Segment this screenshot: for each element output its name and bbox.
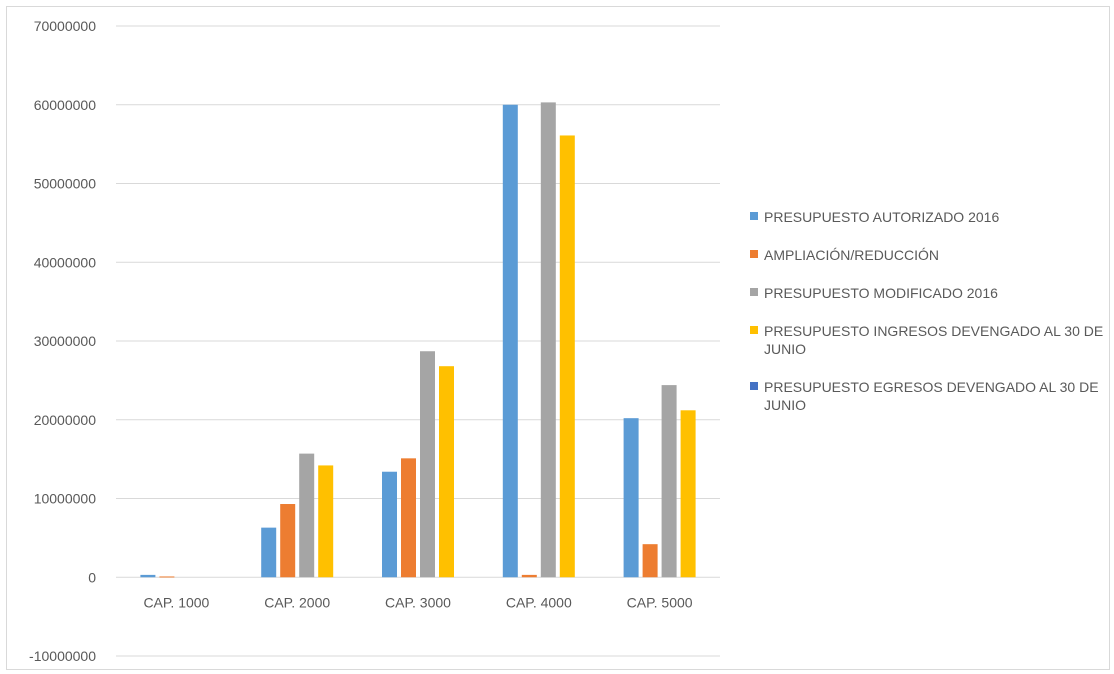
y-tick-label: 70000000 <box>34 18 97 34</box>
legend-item: AMPLIACIÓN/REDUCCIÓN <box>750 246 1110 264</box>
bar <box>642 544 658 578</box>
bar <box>680 410 696 578</box>
bar <box>299 453 315 578</box>
legend-swatch <box>750 326 758 334</box>
y-tick-label: 20000000 <box>34 412 97 428</box>
legend-label: PRESUPUESTO MODIFICADO 2016 <box>764 285 998 301</box>
bar <box>559 135 575 578</box>
bar <box>420 351 435 578</box>
y-tick-label: 40000000 <box>34 254 97 270</box>
bar <box>401 458 416 578</box>
x-tick-label: CAP. 2000 <box>264 594 330 610</box>
legend-swatch <box>750 382 758 390</box>
x-tick-label: CAP. 1000 <box>143 594 209 610</box>
chart-legend: PRESUPUESTO AUTORIZADO 2016 AMPLIACIÓN/RE… <box>750 208 1110 434</box>
legend-item: PRESUPUESTO INGRESOS DEVENGADO AL 30 DE … <box>750 322 1110 358</box>
x-tick-label: CAP. 3000 <box>385 594 451 610</box>
y-tick-label: 50000000 <box>34 176 97 192</box>
y-tick-label: 0 <box>88 569 96 585</box>
bar <box>502 104 518 578</box>
bar <box>540 102 556 578</box>
bar <box>521 574 537 578</box>
legend-swatch <box>750 288 758 296</box>
legend-item: PRESUPUESTO MODIFICADO 2016 <box>750 284 1110 302</box>
bar <box>661 385 677 578</box>
legend-label: PRESUPUESTO AUTORIZADO 2016 <box>764 209 1000 225</box>
legend-label: PRESUPUESTO INGRESOS DEVENGADO AL 30 DE … <box>764 323 1104 357</box>
chart-frame <box>6 6 1110 670</box>
bar <box>382 471 397 578</box>
legend-item: PRESUPUESTO EGRESOS DEVENGADO AL 30 DE J… <box>750 378 1110 414</box>
bar <box>439 366 454 578</box>
legend-item: PRESUPUESTO AUTORIZADO 2016 <box>750 208 1110 226</box>
legend-label: PRESUPUESTO EGRESOS DEVENGADO AL 30 DE J… <box>764 379 1099 413</box>
legend-label: AMPLIACIÓN/REDUCCIÓN <box>764 247 940 263</box>
y-tick-label: 30000000 <box>34 333 97 349</box>
x-tick-label: CAP. 5000 <box>627 594 693 610</box>
legend-swatch <box>750 250 758 258</box>
y-tick-label: 10000000 <box>34 491 97 507</box>
legend-swatch <box>750 212 758 220</box>
y-tick-label: 60000000 <box>34 97 97 113</box>
bar <box>261 527 277 578</box>
bar <box>280 504 296 578</box>
y-tick-label: -10000000 <box>29 648 96 664</box>
bar <box>623 418 639 578</box>
x-tick-label: CAP. 4000 <box>506 594 572 610</box>
bar <box>159 576 175 578</box>
bar <box>140 574 156 578</box>
bar <box>318 465 334 578</box>
